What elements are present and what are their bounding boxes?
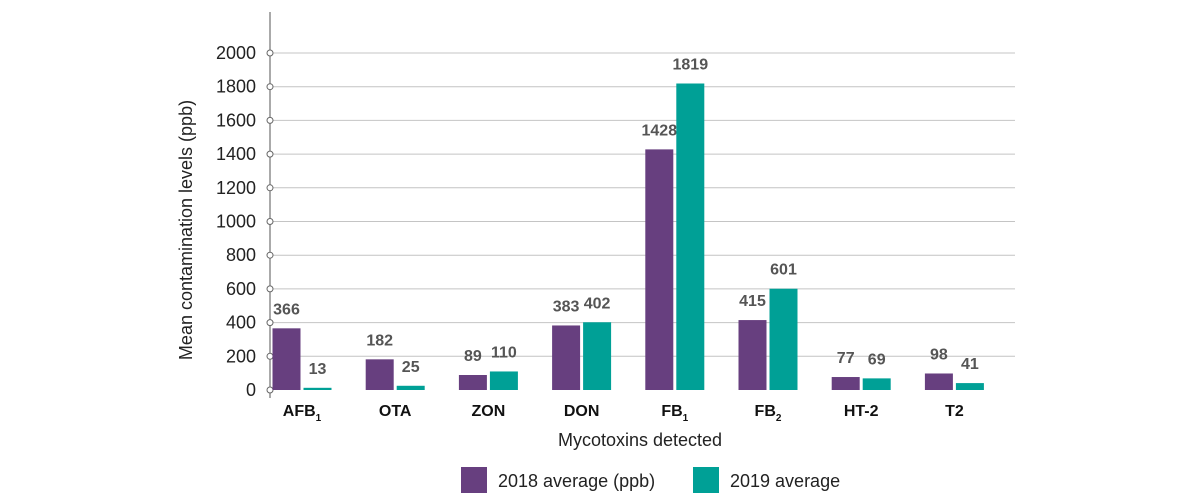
y-tick-label: 600 [226, 279, 256, 299]
x-tick-label: FB1 [661, 403, 688, 424]
bar-series2 [583, 322, 612, 390]
y-axis: 0 200 400 600 800 1000 1200 1400 1600 1800 2000 [216, 12, 274, 400]
x-axis-labels: AFB1 OTA ZON DON FB1 FB2 HT-2 T2 [283, 403, 964, 424]
y-tick-label: 1400 [216, 144, 256, 164]
data-label: 89 [464, 348, 482, 365]
bar-series2 [862, 378, 891, 390]
bar-series1 [365, 359, 394, 390]
y-tick-marker [266, 83, 274, 91]
y-tick-marker [266, 352, 274, 360]
x-tick-label: OTA [379, 403, 412, 420]
y-tick-label: 1800 [216, 77, 256, 97]
data-label: 402 [584, 295, 611, 312]
y-tick-label: 2000 [216, 43, 256, 63]
y-tick-label: 0 [246, 380, 256, 400]
data-label: 383 [553, 298, 580, 315]
bar-series2 [769, 288, 798, 390]
x-tick-label: HT-2 [844, 403, 879, 420]
x-tick-label: T2 [945, 403, 964, 420]
bar-series1 [552, 325, 581, 390]
data-label: 110 [491, 344, 517, 361]
data-label: 41 [961, 356, 979, 373]
data-label: 366 [273, 301, 300, 318]
bar-series2 [489, 371, 518, 390]
y-tick-label: 200 [226, 346, 256, 366]
data-label: 25 [402, 359, 420, 376]
y-tick-marker [266, 116, 274, 124]
x-tick-label: AFB1 [283, 403, 322, 424]
gridlines [270, 52, 1015, 357]
y-tick-label: 1200 [216, 178, 256, 198]
y-tick-label: 1600 [216, 110, 256, 130]
y-tick-marker [266, 285, 274, 293]
bar-series1 [272, 328, 301, 390]
y-tick-marker [266, 251, 274, 259]
bar-series2 [396, 385, 425, 390]
y-tick-label: 800 [226, 245, 256, 265]
data-label: 1428 [642, 122, 678, 139]
y-tick-marker [266, 150, 274, 158]
y-tick-marker [266, 184, 274, 192]
x-tick-label: FB2 [755, 403, 782, 424]
bar-series1 [738, 320, 767, 390]
y-tick-label: 400 [226, 313, 256, 333]
x-tick-label: DON [564, 403, 600, 420]
legend-label: 2019 average [730, 471, 840, 491]
bar-series2 [955, 383, 984, 390]
y-tick-marker [266, 218, 274, 225]
x-tick-label: ZON [472, 403, 506, 420]
data-label: 77 [837, 350, 855, 367]
bar-series1 [924, 373, 953, 390]
legend-label: 2018 average (ppb) [498, 471, 655, 491]
y-tick-label: 1000 [216, 212, 256, 232]
data-label: 182 [366, 332, 393, 349]
bar-series2 [676, 83, 705, 390]
bar-series1 [645, 149, 674, 390]
y-tick-marker [266, 319, 274, 327]
data-label: 415 [739, 293, 766, 310]
data-label: 69 [868, 351, 886, 368]
legend-swatch [461, 467, 487, 493]
data-label: 98 [930, 346, 948, 363]
legend-swatch [693, 467, 719, 493]
y-tick-marker [266, 386, 274, 394]
legend: 2018 average (ppb) 2019 average [461, 467, 840, 493]
bar-series1 [831, 377, 860, 390]
y-axis-title: Mean contamination levels (ppb) [176, 100, 196, 360]
data-label: 13 [309, 361, 327, 378]
bar-series1 [458, 375, 487, 390]
data-label: 1819 [673, 56, 709, 73]
bar-series2 [303, 387, 332, 390]
data-label: 601 [770, 262, 797, 279]
x-axis-title: Mycotoxins detected [558, 430, 722, 450]
y-tick-marker [266, 49, 274, 57]
